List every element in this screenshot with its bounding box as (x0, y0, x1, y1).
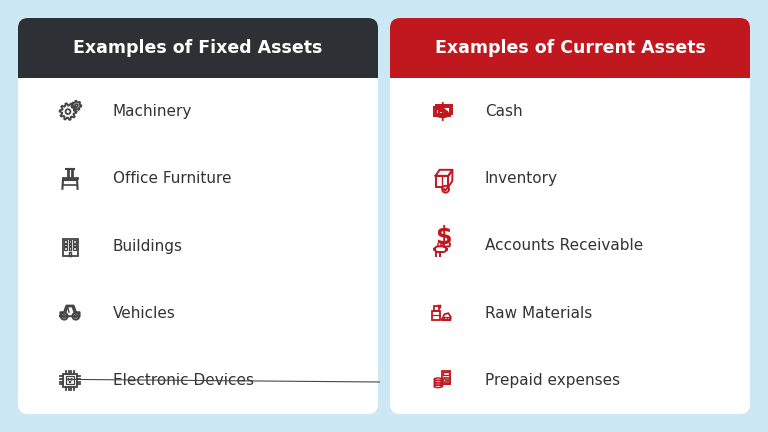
Text: Office Furniture: Office Furniture (113, 172, 231, 186)
Bar (65, 247, 67, 250)
Text: Electronic Devices: Electronic Devices (113, 373, 254, 388)
Text: Raw Materials: Raw Materials (485, 306, 592, 321)
Text: Buildings: Buildings (113, 238, 183, 254)
Bar (432, 311, 439, 320)
Circle shape (71, 379, 72, 380)
Bar (448, 382, 449, 384)
Bar (448, 379, 449, 381)
Bar (443, 382, 445, 384)
FancyBboxPatch shape (390, 18, 750, 414)
Bar (390, 68, 750, 78)
Bar (445, 382, 447, 384)
Text: $: $ (434, 102, 450, 121)
Bar (73, 247, 76, 250)
Text: Machinery: Machinery (113, 104, 192, 119)
FancyBboxPatch shape (18, 18, 378, 78)
FancyBboxPatch shape (18, 18, 378, 414)
FancyBboxPatch shape (390, 18, 750, 78)
Bar (18, 68, 378, 78)
Bar (435, 105, 452, 114)
Bar (73, 240, 76, 243)
Bar (68, 244, 71, 246)
Bar (65, 244, 67, 246)
Bar (68, 240, 71, 243)
Bar (443, 372, 449, 375)
Bar (62, 238, 78, 255)
Bar (435, 176, 449, 187)
Text: Accounts Receivable: Accounts Receivable (485, 238, 644, 254)
Text: Examples of Fixed Assets: Examples of Fixed Assets (73, 39, 323, 57)
Bar (434, 305, 439, 311)
Bar (66, 376, 74, 384)
Bar (64, 374, 77, 387)
Bar (68, 252, 71, 255)
Bar (448, 377, 449, 378)
Bar (442, 371, 450, 384)
Bar (443, 379, 445, 381)
Text: $: $ (435, 225, 452, 249)
Text: Vehicles: Vehicles (113, 306, 176, 321)
Bar (434, 107, 450, 116)
Bar (443, 377, 445, 378)
Text: Examples of Current Assets: Examples of Current Assets (435, 39, 706, 57)
Bar (73, 244, 76, 246)
Bar (445, 379, 447, 381)
Bar (68, 247, 71, 250)
Circle shape (69, 381, 71, 383)
Text: Cash: Cash (485, 104, 523, 119)
Bar (65, 240, 67, 243)
Circle shape (68, 379, 69, 380)
Text: Inventory: Inventory (485, 172, 558, 186)
Circle shape (442, 186, 449, 193)
Bar (445, 377, 447, 378)
Text: Prepaid expenses: Prepaid expenses (485, 373, 620, 388)
